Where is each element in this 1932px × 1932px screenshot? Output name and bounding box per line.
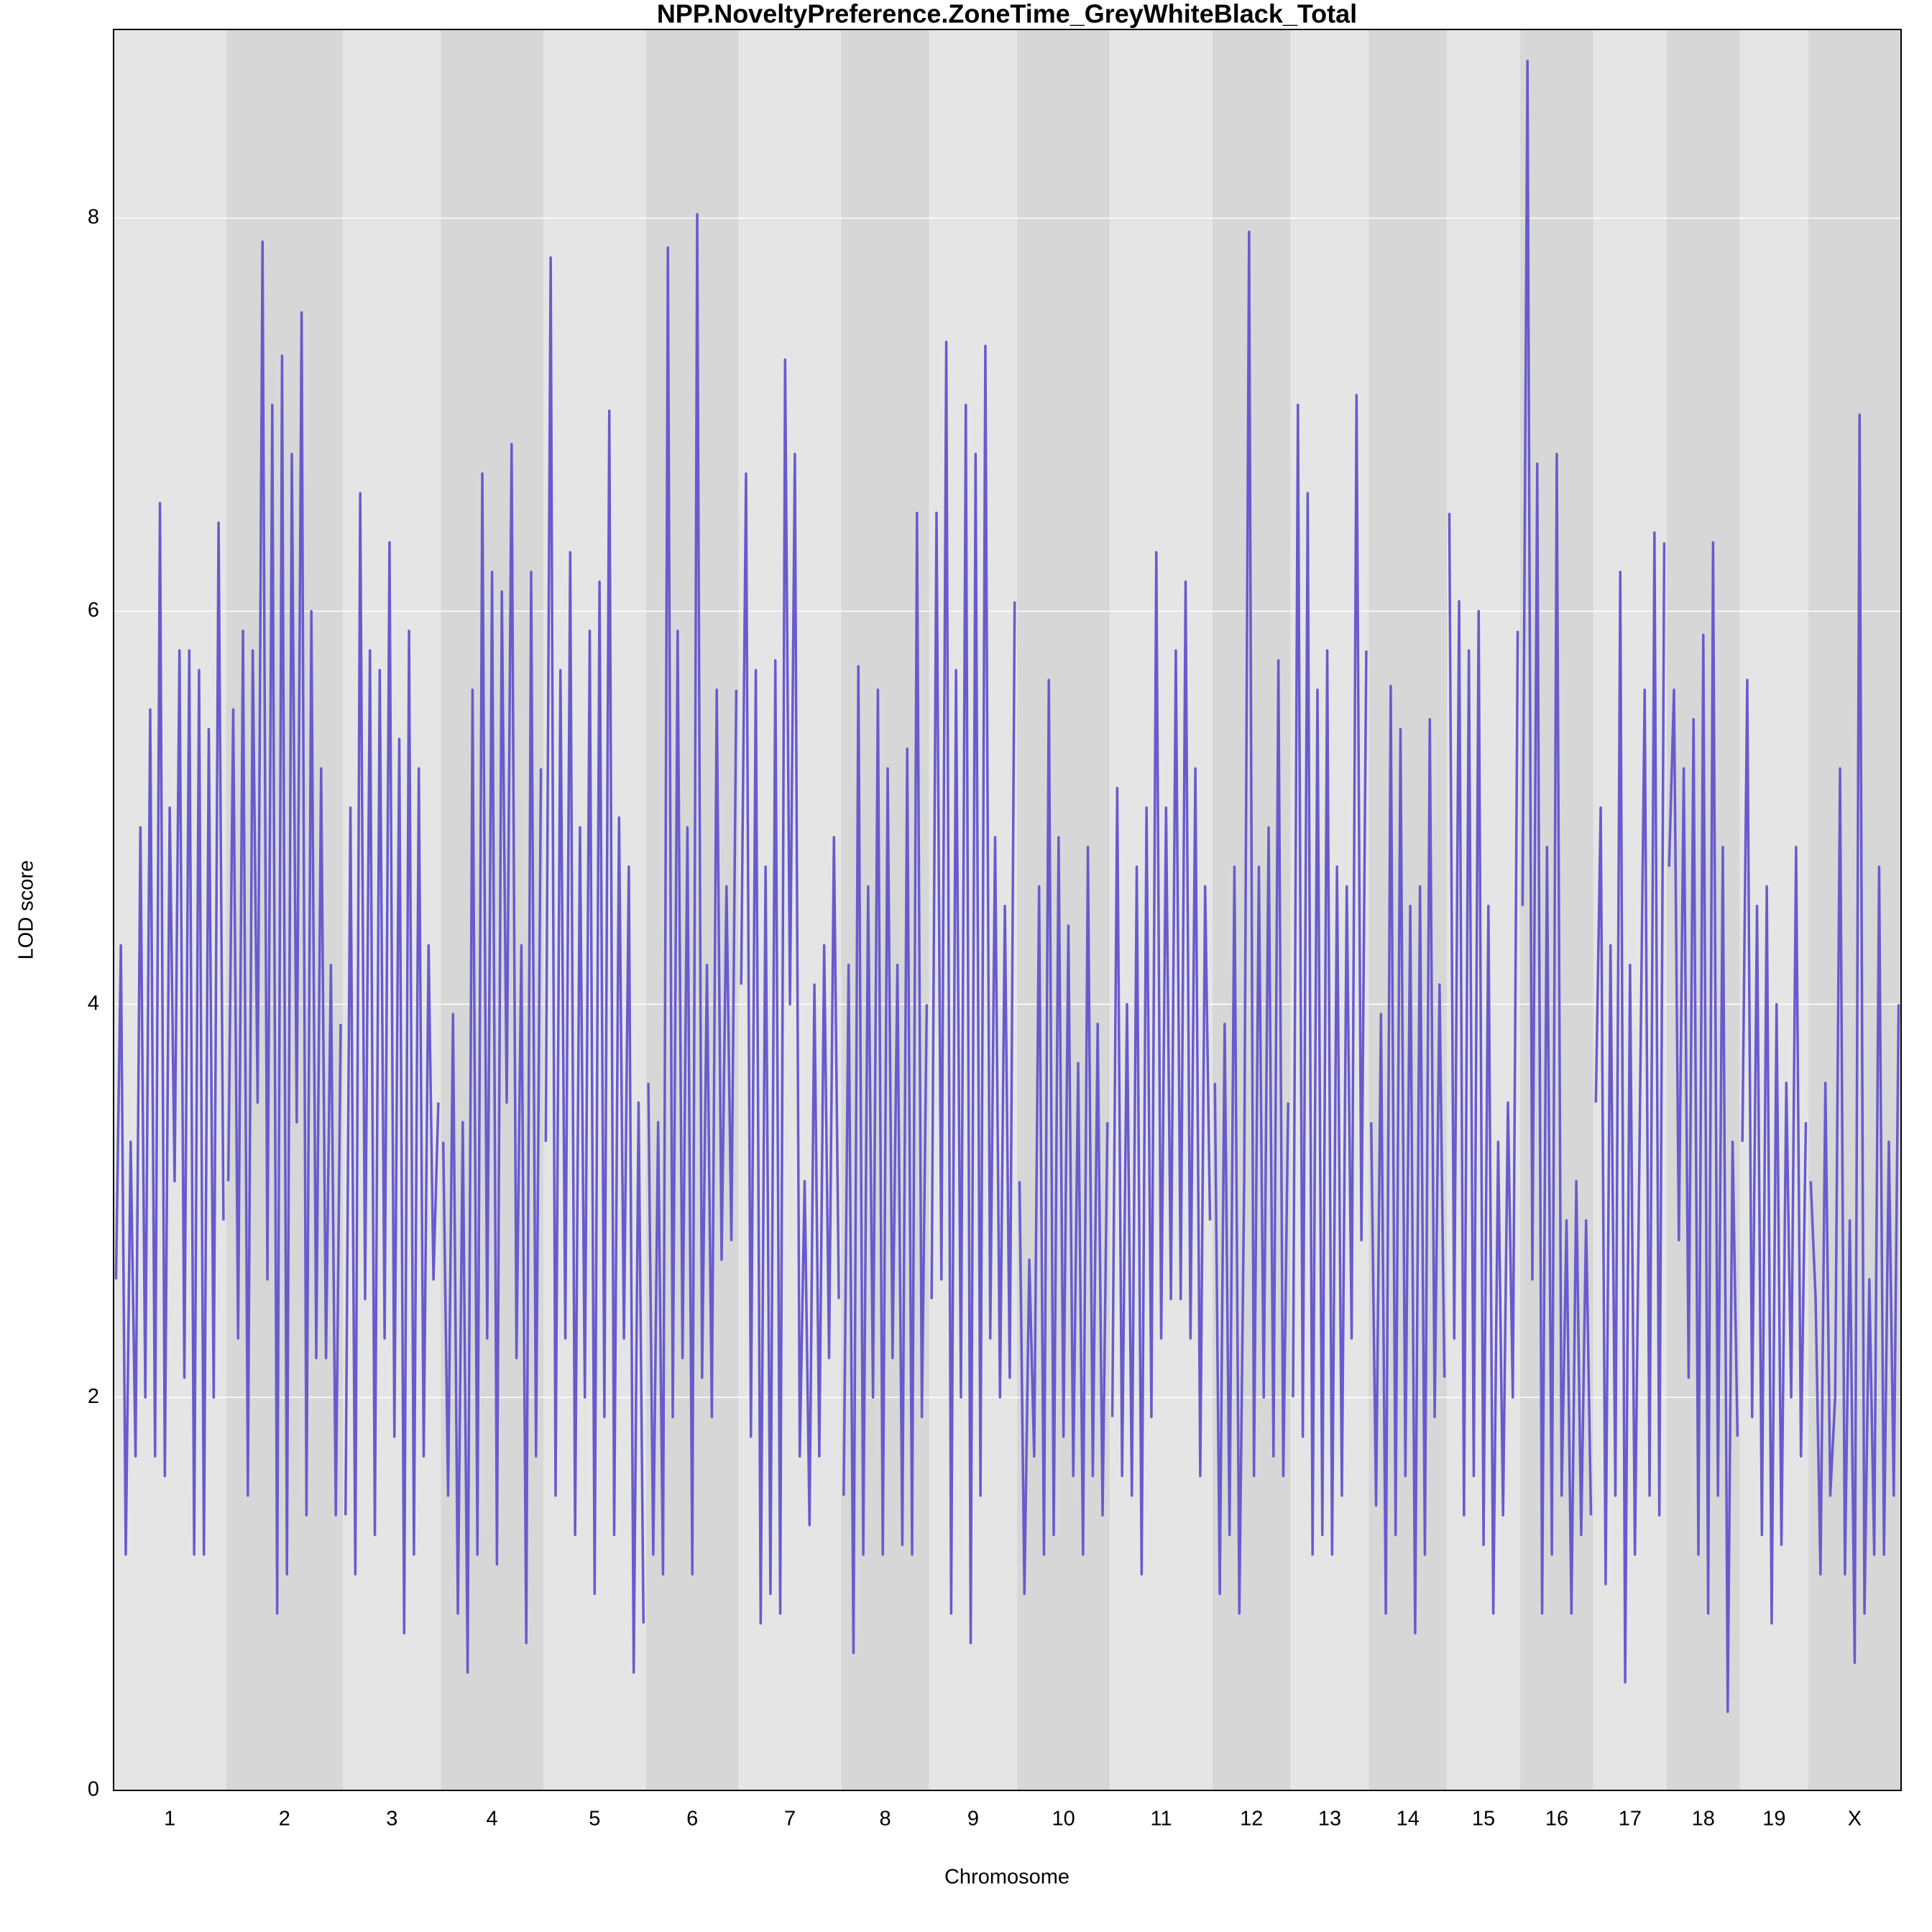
y-tick-label: 2 (88, 1385, 99, 1408)
chromosome-band (1017, 29, 1110, 1790)
lod-line (114, 502, 225, 1556)
x-tick-label: 7 (784, 1808, 796, 1831)
lod-line (1521, 60, 1593, 1615)
x-tick-label: 10 (1052, 1808, 1075, 1831)
lod-line (1594, 531, 1666, 1684)
x-tick-label: 9 (967, 1808, 979, 1831)
lod-line (1213, 230, 1289, 1615)
lod-line (1110, 551, 1212, 1576)
y-tick-label: 6 (88, 599, 99, 622)
lod-line (441, 443, 543, 1674)
lod-line (930, 341, 1016, 1644)
y-axis-label: LOD score (15, 860, 38, 960)
x-tick-label: 12 (1240, 1808, 1263, 1831)
lod-lines (114, 60, 1900, 1714)
lod-line (647, 213, 738, 1576)
lod-line (740, 358, 840, 1625)
lod-line (226, 240, 342, 1615)
lod-line (1018, 678, 1109, 1596)
x-tick-label: 1 (164, 1808, 175, 1831)
y-tick-label: 0 (88, 1778, 99, 1801)
y-tick-label: 8 (88, 206, 99, 229)
x-tick-label: 18 (1692, 1808, 1715, 1831)
x-tick-label: 11 (1150, 1808, 1172, 1831)
plot-border (113, 29, 1902, 1791)
lod-line (1741, 678, 1808, 1625)
x-tick-label: 17 (1619, 1808, 1642, 1831)
x-tick-label: 2 (279, 1808, 290, 1831)
x-tick-label: 8 (880, 1808, 891, 1831)
x-tick-label: 16 (1545, 1808, 1568, 1831)
lod-line (1448, 512, 1519, 1615)
x-tick-label: 14 (1397, 1808, 1420, 1831)
x-tick-label: 4 (487, 1808, 498, 1831)
y-tick-label: 4 (88, 992, 99, 1015)
lod-line (1369, 684, 1446, 1634)
lod-line (842, 511, 929, 1655)
x-tick-label: X (1848, 1808, 1862, 1831)
x-tick-label: 6 (686, 1808, 698, 1831)
x-tick-label: 15 (1472, 1808, 1495, 1831)
x-axis-label: Chromosome (944, 1866, 1070, 1889)
chromosome-band (1739, 29, 1808, 1790)
chart-title: NPP.NoveltyPreference.ZoneTime_GreyWhite… (657, 0, 1357, 29)
lod-line (1809, 413, 1900, 1665)
x-tick-label: 13 (1318, 1808, 1341, 1831)
lod-line (1292, 393, 1368, 1556)
lod-line (544, 256, 645, 1674)
lod-line (344, 492, 440, 1634)
chromosome-band (1368, 29, 1448, 1790)
x-tick-label: 5 (589, 1808, 600, 1831)
x-tick-label: 3 (386, 1808, 397, 1831)
x-tick-label: 19 (1762, 1808, 1785, 1831)
lod-line (1668, 540, 1739, 1714)
